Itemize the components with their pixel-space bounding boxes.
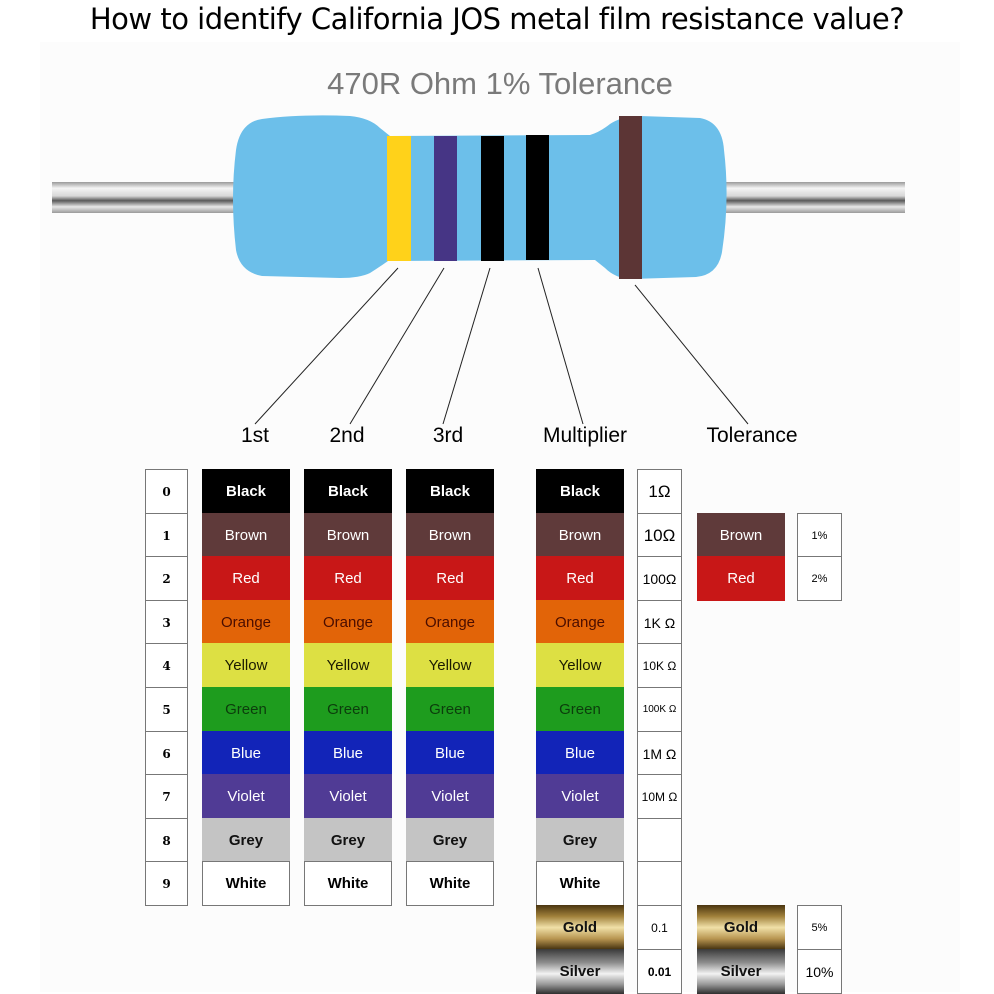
pointer-line-3rd xyxy=(442,267,491,425)
band-multiplier-black: Black xyxy=(536,469,624,514)
band-3rd-brown: Brown xyxy=(406,513,494,558)
digit-cell: 2 xyxy=(145,556,188,601)
tolerance-value: 10% xyxy=(797,949,842,994)
band-2nd-black: Black xyxy=(304,469,392,514)
pointer-line-tolerance xyxy=(634,284,749,425)
header-multiplier: Multiplier xyxy=(542,424,628,447)
multiplier-value: 10Ω xyxy=(637,513,682,558)
multiplier-value: 10M Ω xyxy=(637,774,682,819)
band-2-violet xyxy=(434,136,457,261)
band-3-black xyxy=(481,136,504,261)
band-2nd-green: Green xyxy=(304,687,392,732)
band-2nd-blue: Blue xyxy=(304,731,392,776)
band-3rd-white: White xyxy=(406,861,494,906)
multiplier-value: 1M Ω xyxy=(637,731,682,776)
left-lead xyxy=(52,182,242,213)
band-2nd-violet: Violet xyxy=(304,774,392,819)
header-1st: 1st xyxy=(240,424,269,447)
tolerance-value: 5% xyxy=(797,905,842,950)
multiplier-value: 0.01 xyxy=(637,949,682,994)
band-1st-brown: Brown xyxy=(202,513,290,558)
multiplier-value: 10K Ω xyxy=(637,643,682,688)
band-multiplier-brown: Brown xyxy=(536,513,624,558)
digit-cell: 1 xyxy=(145,513,188,558)
digit-cell: 6 xyxy=(145,731,188,776)
band-2nd-brown: Brown xyxy=(304,513,392,558)
band-2nd-orange: Orange xyxy=(304,600,392,645)
band-1st-red: Red xyxy=(202,556,290,601)
digit-cell: 9 xyxy=(145,861,188,906)
band-multiplier-silver: Silver xyxy=(536,949,624,994)
digit-cell: 8 xyxy=(145,818,188,863)
pointer-line-1st xyxy=(254,267,399,425)
multiplier-value xyxy=(637,818,682,863)
band-3rd-grey: Grey xyxy=(406,818,494,863)
digit-cell: 7 xyxy=(145,774,188,819)
band-multiplier-violet: Violet xyxy=(536,774,624,819)
band-3rd-red: Red xyxy=(406,556,494,601)
multiplier-value: 1Ω xyxy=(637,469,682,514)
band-1st-white: White xyxy=(202,861,290,906)
band-1st-orange: Orange xyxy=(202,600,290,645)
band-tolerance-silver: Silver xyxy=(697,949,785,994)
band-2nd-grey: Grey xyxy=(304,818,392,863)
digit-cell: 5 xyxy=(145,687,188,732)
band-2nd-yellow: Yellow xyxy=(304,643,392,688)
band-multiplier-gold: Gold xyxy=(536,905,624,950)
band-tolerance-gold: Gold xyxy=(697,905,785,950)
band-tolerance-red: Red xyxy=(697,556,785,601)
multiplier-value: 100Ω xyxy=(637,556,682,601)
band-1-yellow xyxy=(387,136,411,261)
band-tolerance-brown: Brown xyxy=(697,513,785,558)
header-3rd: 3rd xyxy=(432,424,464,447)
band-3rd-green: Green xyxy=(406,687,494,732)
multiplier-value: 0.1 xyxy=(637,905,682,950)
tolerance-value: 1% xyxy=(797,513,842,558)
band-1st-green: Green xyxy=(202,687,290,732)
pointer-line-multiplier xyxy=(537,267,584,425)
band-multiplier-green: Green xyxy=(536,687,624,732)
band-multiplier-grey: Grey xyxy=(536,818,624,863)
band-3rd-blue: Blue xyxy=(406,731,494,776)
digit-cell: 3 xyxy=(145,600,188,645)
band-1st-yellow: Yellow xyxy=(202,643,290,688)
header-tolerance: Tolerance xyxy=(706,424,798,447)
band-multiplier-orange: Orange xyxy=(536,600,624,645)
header-2nd: 2nd xyxy=(329,424,365,447)
band-1st-black: Black xyxy=(202,469,290,514)
band-2nd-red: Red xyxy=(304,556,392,601)
band-2nd-white: White xyxy=(304,861,392,906)
band-3rd-yellow: Yellow xyxy=(406,643,494,688)
right-lead xyxy=(715,182,905,213)
band-multiplier-white: White xyxy=(536,861,624,906)
resistor-value-label: 470R Ohm 1% Tolerance xyxy=(327,66,673,101)
band-3rd-orange: Orange xyxy=(406,600,494,645)
band-1st-violet: Violet xyxy=(202,774,290,819)
multiplier-value: 1K Ω xyxy=(637,600,682,645)
band-3rd-black: Black xyxy=(406,469,494,514)
band-4-black xyxy=(526,135,549,260)
band-1st-grey: Grey xyxy=(202,818,290,863)
band-multiplier-blue: Blue xyxy=(536,731,624,776)
band-multiplier-yellow: Yellow xyxy=(536,643,624,688)
multiplier-value: 100K Ω xyxy=(637,687,682,732)
band-3rd-violet: Violet xyxy=(406,774,494,819)
band-5-brown xyxy=(619,116,642,279)
page-title: How to identify California JOS metal fil… xyxy=(89,2,905,36)
tolerance-value: 2% xyxy=(797,556,842,601)
band-multiplier-red: Red xyxy=(536,556,624,601)
pointer-line-2nd xyxy=(349,267,445,425)
resistor-illustration xyxy=(52,115,905,425)
band-1st-blue: Blue xyxy=(202,731,290,776)
multiplier-value xyxy=(637,861,682,906)
resistor-body xyxy=(233,115,727,279)
digit-cell: 0 xyxy=(145,469,188,514)
digit-cell: 4 xyxy=(145,643,188,688)
